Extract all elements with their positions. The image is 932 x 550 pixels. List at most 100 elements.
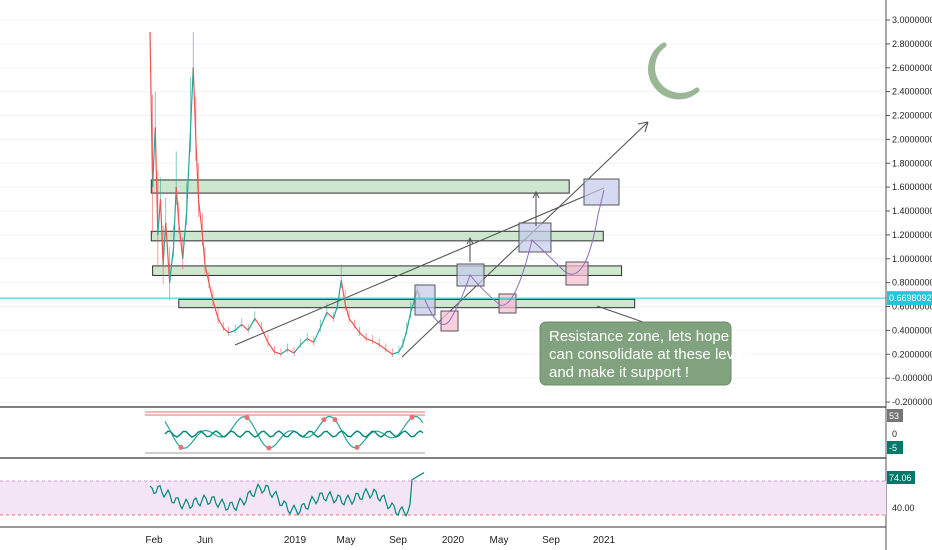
price-tick-label: 3.0000000 xyxy=(892,15,932,25)
osc1-signal xyxy=(164,430,424,438)
resistance-zones xyxy=(150,179,636,309)
price-segment xyxy=(344,303,350,319)
upper-trend-line xyxy=(234,187,605,346)
price-tick-label: 1.4000000 xyxy=(892,206,932,216)
resistance-zone xyxy=(152,265,623,276)
price-segment xyxy=(326,312,334,319)
price-segment xyxy=(313,327,321,343)
callout-box xyxy=(539,321,732,386)
price-segment xyxy=(195,139,200,200)
price-tick-label: 1.2000000 xyxy=(892,230,932,240)
price-segment xyxy=(190,67,194,128)
callout-line-3: and make it support ! xyxy=(549,364,689,381)
projection-path xyxy=(424,189,605,325)
price-tick-label: 2.2000000 xyxy=(892,111,932,121)
price-tick-label: 0.4000000 xyxy=(892,325,932,335)
osc1-dot xyxy=(354,444,360,450)
price-segment xyxy=(365,338,373,342)
osc1-zero-label: 0 xyxy=(892,429,897,439)
time-tick-label: Sep xyxy=(542,535,560,546)
price-segment xyxy=(212,300,219,319)
projection-drawings xyxy=(234,121,649,358)
price-segment xyxy=(260,327,269,343)
osc1-dot xyxy=(332,417,338,423)
projection-box xyxy=(565,261,589,286)
price-segment xyxy=(159,199,164,265)
osc1-badge xyxy=(887,409,903,422)
price-segment xyxy=(319,312,328,329)
callout-line-2: can consolidate at these levels xyxy=(549,346,753,363)
price-tick-label: -0.2000000 xyxy=(892,397,932,407)
current-price-label: 0.6698092 xyxy=(889,293,932,303)
price-tick-label: 1.6000000 xyxy=(892,182,932,192)
price-tick-label: 0.8000000 xyxy=(892,278,932,288)
price-segment xyxy=(385,348,393,355)
osc1-level-label: 53 xyxy=(889,411,899,421)
price-segment xyxy=(336,280,342,307)
price-segment xyxy=(182,210,188,259)
oscillator-pane-1: 53 0 -5 xyxy=(145,409,903,454)
osc1-dot xyxy=(178,444,184,450)
price-segment xyxy=(157,199,162,235)
time-tick-label: May xyxy=(490,535,509,546)
price-segment xyxy=(410,299,416,313)
price-segment xyxy=(192,67,197,140)
price-segment xyxy=(152,127,156,188)
price-segment xyxy=(406,312,412,331)
price-segment xyxy=(287,348,295,354)
price-segment xyxy=(178,222,184,259)
time-tick-label: Sep xyxy=(389,535,407,546)
price-tick-label: 2.8000000 xyxy=(892,39,932,49)
projection-arrowhead xyxy=(532,190,540,199)
price-segment xyxy=(348,318,355,326)
projection-box xyxy=(518,222,552,253)
price-segment xyxy=(306,338,315,343)
price-segment xyxy=(149,31,154,188)
annotation-callout[interactable]: Resistance zone, lets hope we can consol… xyxy=(539,305,753,386)
price-segment xyxy=(378,344,387,350)
oscillator-pane-2: 74.06 40.00 xyxy=(0,471,915,518)
osc2-value-label: 74.06 xyxy=(889,473,912,483)
osc2-badge xyxy=(887,471,915,484)
osc1-badge-2 xyxy=(887,441,903,454)
price-segment xyxy=(372,340,380,346)
time-tick-label: 2020 xyxy=(442,535,465,546)
osc2-line xyxy=(149,472,425,518)
price-segment xyxy=(280,348,288,355)
price-segment xyxy=(162,222,167,265)
price-segment xyxy=(402,330,408,345)
projection-arrowhead xyxy=(466,236,474,245)
price-segment xyxy=(293,344,302,354)
price-tick-label: 2.6000000 xyxy=(892,63,932,73)
time-tick-label: Jun xyxy=(197,535,213,546)
callout-pointer xyxy=(596,305,644,323)
price-segment xyxy=(172,187,177,247)
price-segment xyxy=(154,127,159,235)
osc1-dot xyxy=(244,415,250,421)
resistance-zone xyxy=(150,179,570,194)
time-tick-label: 2019 xyxy=(284,535,307,546)
time-tick-label: Feb xyxy=(145,535,163,546)
price-tick-label: 2.0000000 xyxy=(892,134,932,144)
price-series xyxy=(149,31,421,358)
osc2-tick-label: 40.00 xyxy=(892,503,915,513)
price-tick-label: 1.0000000 xyxy=(892,254,932,264)
price-segment xyxy=(267,341,275,353)
price-segment xyxy=(165,222,171,283)
price-tick-label: 0.2000000 xyxy=(892,349,932,359)
price-segment xyxy=(247,318,256,331)
resistance-zone xyxy=(150,230,604,242)
price-segment xyxy=(228,329,236,334)
price-segment xyxy=(274,351,282,355)
price-segment xyxy=(234,323,243,331)
callout-line-1: Resistance zone, lets hope we xyxy=(549,328,752,345)
grid xyxy=(0,19,886,403)
time-axis[interactable]: Feb Jun 2019 May Sep 2020 May Sep 2021 xyxy=(0,526,886,546)
price-segment xyxy=(208,282,214,301)
price-segment xyxy=(197,198,203,235)
price-segment xyxy=(300,338,308,346)
trend-arrowhead xyxy=(637,121,649,133)
price-segment xyxy=(359,332,367,340)
